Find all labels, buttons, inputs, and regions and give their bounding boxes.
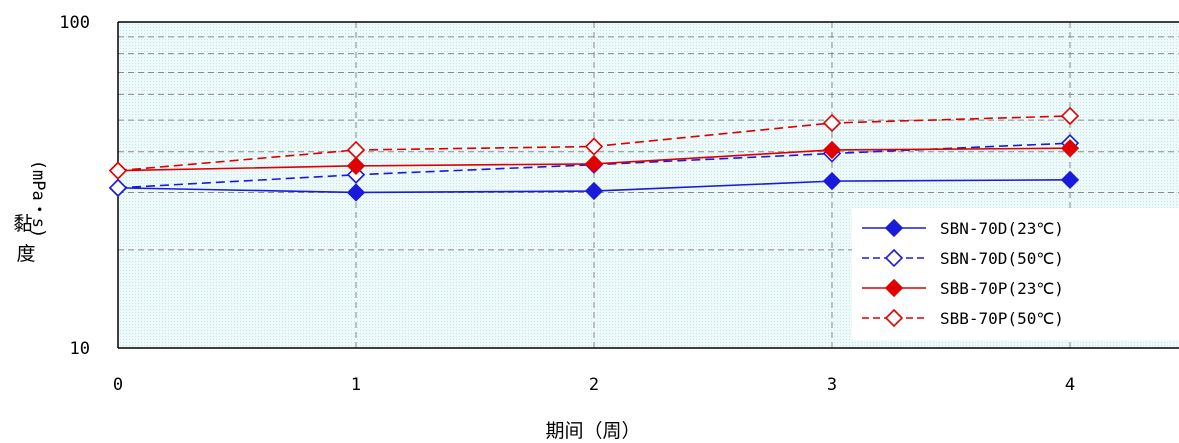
x-tick-label: 0 bbox=[113, 375, 123, 395]
y-tick-label: 100 bbox=[59, 13, 90, 33]
data-point-marker bbox=[822, 140, 842, 160]
y-axis-unit: (mPa・s) bbox=[28, 160, 48, 238]
data-point-marker bbox=[1060, 106, 1080, 126]
data-point-marker bbox=[584, 137, 604, 156]
data-point-marker bbox=[822, 113, 842, 133]
series-layer bbox=[108, 106, 1080, 202]
y-axis-title: 黏 度 bbox=[13, 213, 38, 265]
data-point-marker bbox=[1060, 170, 1080, 189]
data-point-marker bbox=[346, 140, 366, 160]
legend-label: SBN-70D(23℃) bbox=[940, 219, 1064, 238]
data-point-marker bbox=[584, 181, 604, 201]
x-tick-labels: 0 1 2 3 4 bbox=[113, 375, 1075, 395]
legend-label: SBB-70P(50℃) bbox=[940, 309, 1064, 328]
y-axis-title-char-1: 黏 bbox=[13, 213, 32, 235]
x-tick-label: 3 bbox=[827, 375, 837, 395]
data-point-marker bbox=[346, 183, 366, 202]
gridlines bbox=[118, 22, 1179, 348]
y-axis-title-char-2: 度 bbox=[16, 243, 35, 265]
data-point-marker bbox=[884, 218, 904, 238]
legend-label: SBB-70P(23℃) bbox=[940, 279, 1064, 298]
series-SBB-70P(50℃) bbox=[108, 106, 1080, 180]
x-tick-label: 4 bbox=[1065, 375, 1075, 395]
data-point-marker bbox=[108, 178, 128, 197]
legend-label: SBN-70D(50℃) bbox=[940, 249, 1064, 268]
data-point-marker bbox=[884, 278, 904, 298]
data-point-marker bbox=[884, 248, 904, 268]
data-point-marker bbox=[108, 161, 128, 180]
x-tick-label: 1 bbox=[351, 375, 361, 395]
y-tick-label: 10 bbox=[70, 339, 90, 359]
data-point-marker bbox=[346, 156, 366, 175]
data-point-marker bbox=[884, 308, 904, 328]
data-point-marker bbox=[584, 154, 604, 174]
data-point-marker bbox=[822, 171, 842, 191]
y-tick-labels: 10 100 bbox=[59, 13, 90, 359]
data-point-marker bbox=[1060, 139, 1080, 158]
legend: SBN-70D(23℃) SBN-70D(50℃) SBB-70P(23℃) SBB-… bbox=[852, 208, 1179, 340]
x-axis-title: 期间（周） bbox=[545, 420, 640, 442]
x-tick-label: 2 bbox=[589, 375, 599, 395]
